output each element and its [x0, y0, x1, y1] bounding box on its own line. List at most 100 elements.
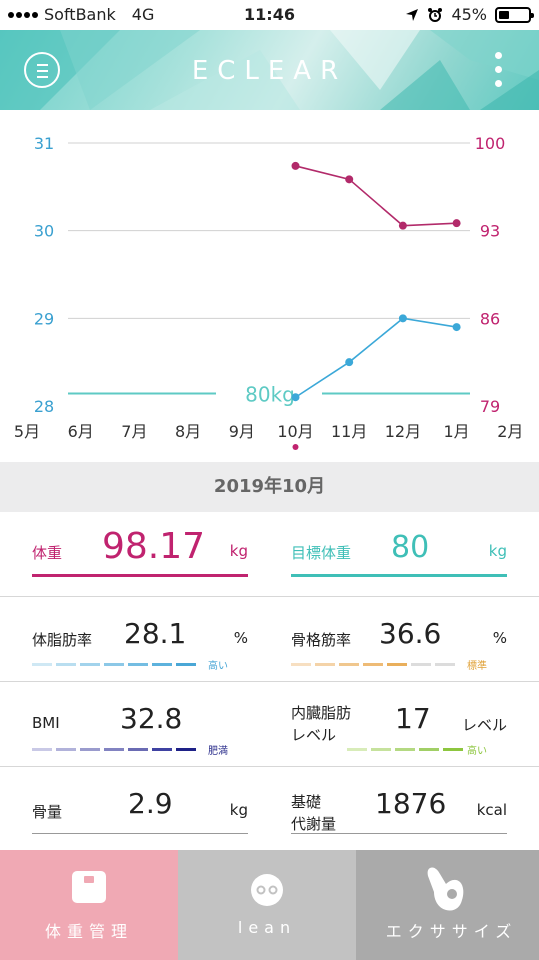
scale-segment [339, 663, 359, 666]
body-fat-series-line [295, 317, 457, 398]
weight-chart[interactable]: 28 29 30 31 79 86 93 100 80kg 5月 6月 7月 8月 9月 10月 11月 12月… [0, 110, 539, 462]
weight-label: 体重 [32, 544, 63, 562]
x-axis-tick: 8月 [175, 422, 201, 441]
body-fat-scale [32, 663, 196, 666]
bmi-card[interactable]: BMI 32.8 肥満 [32, 682, 248, 766]
body-fat-value: 28.1 [124, 617, 187, 650]
weight-underline [32, 574, 248, 577]
x-axis-tick: 5月 [14, 422, 40, 441]
scale-segment [176, 748, 196, 751]
tab-lean[interactable]: lean [178, 850, 356, 960]
target-weight-card[interactable]: 目標体重 80 kg [291, 512, 507, 596]
x-axis-tick: 9月 [229, 422, 255, 441]
bone-value: 2.9 [128, 787, 173, 820]
x-axis-tick: 7月 [121, 422, 147, 441]
tab-exercise[interactable]: エクササイズ [356, 850, 539, 960]
visceral-label-line2: レベル [291, 726, 337, 744]
visceral-tag: 高い [467, 746, 487, 757]
tab-weight-management-label: 体重管理 [44, 922, 133, 941]
body-fat-card[interactable]: 体脂肪率 28.1 % 高い [32, 597, 248, 681]
carrier-info: SoftBank 4G [8, 5, 154, 24]
bmr-card[interactable]: 基礎 代謝量 1876 kcal [291, 767, 507, 851]
weight-point [452, 219, 461, 228]
body-fat-point [291, 393, 300, 402]
x-axis-tick: 11月 [331, 422, 367, 441]
visceral-value: 17 [395, 702, 431, 735]
bmr-label-line2: 代謝量 [291, 815, 337, 833]
scale-segment [152, 748, 172, 751]
network-type: 4G [131, 5, 155, 24]
app-header: ECLEAR [0, 30, 539, 110]
weight-series-line [295, 165, 457, 227]
visceral-fat-card[interactable]: 内臓脂肪 レベル 17 レベル 高い [291, 682, 507, 766]
hand-icon [427, 867, 464, 911]
tab-exercise-label: エクササイズ [385, 922, 518, 941]
right-axis-tick: 79 [480, 397, 500, 416]
target-unit: kg [488, 542, 507, 560]
scale-segment [176, 663, 196, 666]
body-fat-tag: 高い [208, 661, 228, 672]
app-logo: ECLEAR [191, 56, 348, 86]
status-right: 45% [405, 5, 534, 24]
target-value: 80 [391, 530, 430, 565]
scale-segment [291, 663, 311, 666]
tab-weight-management[interactable]: 体重管理 [0, 850, 178, 960]
muscle-value: 36.6 [379, 617, 442, 650]
target-underline [291, 574, 507, 577]
status-bar: SoftBank 4G 11:46 45% [0, 0, 539, 30]
bmi-tag: 肥満 [208, 746, 228, 757]
metrics-row-2: 体脂肪率 28.1 % 高い 骨格筋率 36.6 % 標準 [0, 597, 539, 681]
scale-segment [435, 663, 455, 666]
scale-segment [104, 748, 124, 751]
scale-segment [32, 748, 52, 751]
body-fat-label: 体脂肪率 [32, 631, 93, 649]
scale-segment [371, 748, 391, 751]
metrics-row-3: BMI 32.8 肥満 内臓脂肪 レベル 17 レベル 高い [0, 682, 539, 766]
metrics-panel: 体重 98.17 kg 目標体重 80 kg 体脂肪率 28.1 % 高い 骨格… [0, 512, 539, 850]
scale-segment [363, 663, 383, 666]
header-background [0, 30, 539, 110]
x-axis-tick: 10月 [277, 422, 313, 441]
divider [0, 766, 539, 767]
x-axis-tick: 2月 [497, 422, 523, 441]
bone-underline [32, 833, 248, 834]
scale-segment [152, 663, 172, 666]
divider [0, 681, 539, 682]
muscle-unit: % [492, 629, 507, 647]
weight-card[interactable]: 体重 98.17 kg [32, 512, 248, 596]
left-axis-tick: 31 [34, 134, 54, 153]
bone-mass-card[interactable]: 骨量 2.9 kg [32, 767, 248, 851]
scale-segment [56, 748, 76, 751]
menu-button[interactable] [24, 52, 60, 88]
battery-icon [495, 6, 534, 23]
signal-icon [8, 11, 38, 18]
scale-segment [128, 748, 148, 751]
bone-unit: kg [229, 801, 248, 819]
bmi-scale [32, 748, 196, 751]
muscle-scale [291, 663, 455, 666]
muscle-card[interactable]: 骨格筋率 36.6 % 標準 [291, 597, 507, 681]
metrics-row-weight: 体重 98.17 kg 目標体重 80 kg [0, 512, 539, 596]
body-fat-point [398, 314, 407, 323]
scale-segment [56, 663, 76, 666]
weight-point [398, 221, 407, 230]
bmi-value: 32.8 [120, 702, 183, 735]
scale-segment [315, 663, 335, 666]
right-axis-tick: 100 [475, 134, 506, 153]
left-axis-tick: 29 [34, 309, 54, 328]
scale-segment [395, 748, 415, 751]
body-fat-point [345, 358, 354, 367]
target-label: 目標体重 [291, 544, 352, 562]
weight-value: 98.17 [102, 526, 206, 567]
x-axis-tick: 12月 [385, 422, 421, 441]
bmi-label: BMI [32, 714, 60, 732]
bmr-label-line1: 基礎 [291, 793, 322, 811]
x-axis-tick: 6月 [68, 422, 94, 441]
scale-segment [419, 748, 439, 751]
more-options-button[interactable] [495, 52, 503, 88]
divider [0, 596, 539, 597]
battery-percent: 45% [451, 5, 487, 24]
scale-segment [80, 748, 100, 751]
scale-segment [347, 748, 367, 751]
scale-segment [104, 663, 124, 666]
